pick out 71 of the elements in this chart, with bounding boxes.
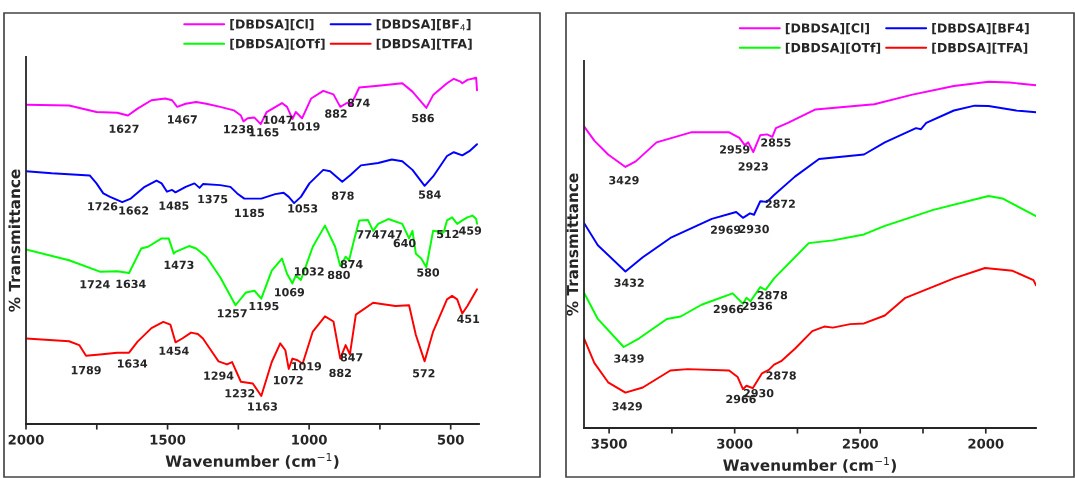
annotation: 1375: [198, 194, 228, 204]
annotation: 1195: [249, 301, 279, 311]
y-axis-title: % Transmittance: [8, 169, 21, 312]
x-axis-title: Wavenumber (cm$^{−1}$): [723, 457, 896, 473]
annotation: 3439: [614, 354, 644, 363]
annotation: 1257: [217, 309, 247, 318]
legend-label: [DBDSA][OTf]: [785, 42, 881, 54]
legend-label: [DBDSA][OTf]: [230, 38, 325, 50]
legend-label: [DBDSA][BF4]: [932, 23, 1029, 35]
x-tick-label: 2500: [842, 438, 878, 449]
annotation: 880: [327, 270, 350, 280]
annotation: 2923: [738, 162, 768, 171]
annotation: 2872: [765, 199, 795, 208]
annotation: 1069: [275, 287, 305, 297]
annotation: 882: [325, 109, 347, 118]
annotation: 1163: [248, 402, 277, 411]
annotation: 878: [331, 191, 354, 200]
legend-label: [DBDSA][Cl]: [230, 19, 314, 31]
annotation: 2959: [720, 145, 750, 154]
x-tick-label: 3000: [717, 438, 753, 449]
annotation: 2969: [711, 225, 741, 234]
annotation: 2855: [761, 138, 791, 147]
x-tick-label: 1000: [292, 434, 327, 445]
annotation: 584: [419, 190, 441, 199]
x-tick-label: 500: [437, 434, 464, 445]
y-axis-title: % Transmittance: [566, 173, 579, 316]
annotation: 1185: [235, 208, 265, 218]
annotation: 2966: [713, 304, 744, 314]
x-axis-title: Wavenumber (cm$^{−1}$): [165, 453, 339, 469]
annotation: 1294: [204, 371, 234, 380]
annotation: 1072: [273, 375, 303, 385]
annotation: 882: [329, 368, 351, 378]
annotation: 451: [457, 314, 480, 324]
annotation: 572: [413, 369, 435, 378]
annotation: 774: [357, 230, 380, 239]
annotation: 512: [437, 229, 459, 239]
x-tick-label: 1500: [150, 434, 186, 445]
annotation: 1454: [159, 346, 189, 355]
annotation: 1232: [225, 389, 255, 398]
annotation: 1053: [288, 204, 318, 213]
annotation: 1485: [159, 201, 189, 210]
annotation: 747: [380, 230, 402, 239]
annotation: 2878: [757, 290, 788, 300]
legend-label: [DBDSA][TFA]: [932, 42, 1028, 54]
annotation: 2936: [742, 301, 773, 311]
annotation: 1662: [119, 206, 149, 215]
annotation: 1726: [88, 202, 118, 211]
annotation: 3429: [609, 176, 639, 185]
legend-label: [DBDSA][Cl]: [785, 23, 869, 35]
annotation: 1724: [80, 280, 110, 289]
x-tick-label: 3500: [591, 438, 627, 449]
annotation: 586: [412, 113, 434, 123]
annotation: 580: [417, 268, 440, 277]
annotation: 1019: [290, 122, 320, 131]
legend-label: [DBDSA][TFA]: [376, 38, 472, 50]
annotation: 1473: [164, 260, 194, 270]
x-tick-label: 2000: [8, 434, 44, 445]
annotation: 459: [459, 226, 482, 235]
x-tick-label: 2000: [968, 438, 1004, 449]
annotation: 2878: [766, 371, 796, 380]
annotation: 1627: [109, 124, 139, 133]
annotation: 3429: [612, 402, 642, 411]
annotation: 3432: [614, 278, 644, 287]
annotation: 2930: [739, 224, 769, 234]
annotation: 1019: [292, 362, 322, 371]
legend-label: [DBDSA][BF$_{4}$]: [376, 19, 471, 31]
annotation: 1789: [71, 365, 101, 375]
annotation: 1047: [263, 115, 293, 124]
annotation: 1634: [116, 279, 146, 289]
annotation: 1467: [168, 115, 197, 124]
annotation: 1634: [117, 359, 148, 368]
